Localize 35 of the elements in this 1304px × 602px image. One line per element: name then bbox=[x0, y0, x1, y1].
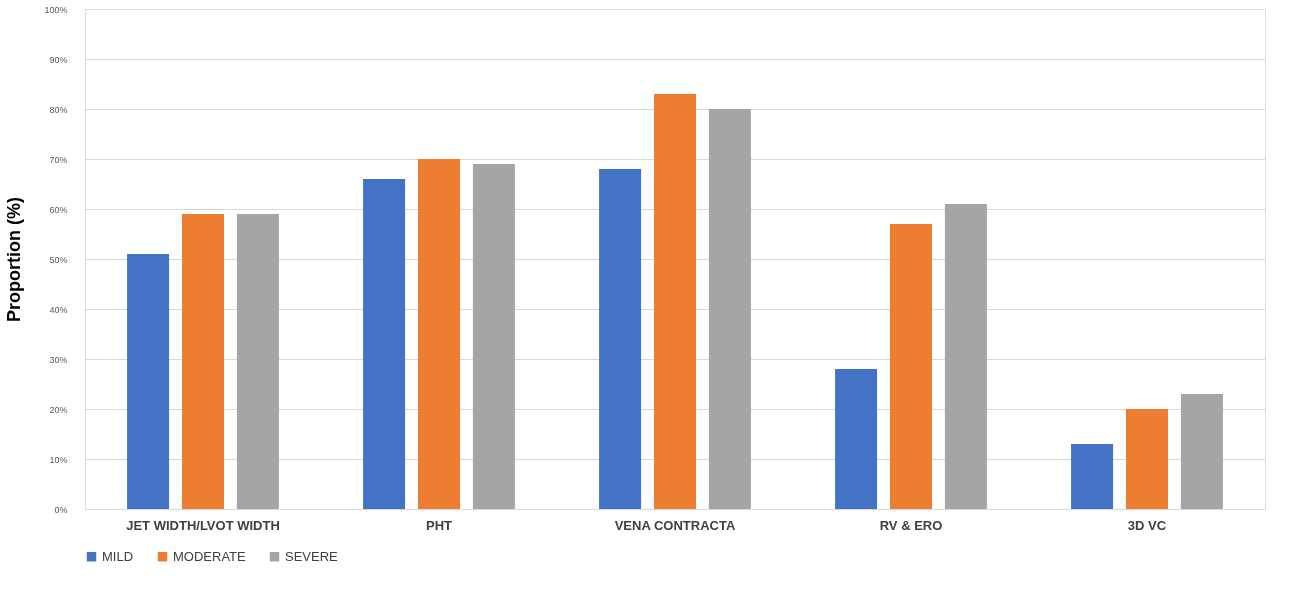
y-tick-label: 60% bbox=[49, 204, 68, 215]
y-tick-label: 20% bbox=[49, 404, 68, 415]
bar bbox=[599, 169, 642, 509]
y-tick-label: 90% bbox=[49, 54, 68, 65]
legend-label: MODERATE bbox=[173, 548, 247, 564]
x-tick-label: 3D VC bbox=[1127, 517, 1167, 533]
x-tick-label: JET WIDTH/LVOT WIDTH bbox=[126, 517, 280, 533]
x-tick-label: VENA CONTRACTA bbox=[614, 517, 736, 533]
legend-label: SEVERE bbox=[285, 548, 339, 564]
y-tick-label: 30% bbox=[49, 354, 68, 365]
x-tick-label: PHT bbox=[426, 517, 453, 533]
y-tick-label: 0% bbox=[54, 504, 68, 515]
y-tick-label: 70% bbox=[49, 154, 68, 165]
bar bbox=[890, 224, 932, 509]
y-axis-title: Proportion (%) bbox=[4, 197, 25, 322]
y-tick-label: 40% bbox=[49, 304, 68, 315]
bar bbox=[182, 214, 224, 509]
bar bbox=[1071, 444, 1114, 509]
y-tick-label: 100% bbox=[44, 4, 68, 15]
bar bbox=[654, 94, 696, 509]
bar bbox=[708, 109, 751, 509]
y-tick-label: 80% bbox=[49, 104, 68, 115]
bar bbox=[363, 179, 406, 509]
bar bbox=[418, 159, 460, 509]
bar bbox=[127, 254, 170, 509]
bar bbox=[236, 214, 279, 509]
bar bbox=[835, 369, 878, 509]
y-tick-label: 50% bbox=[49, 254, 68, 265]
y-tick-label: 10% bbox=[49, 454, 68, 465]
bar bbox=[1126, 409, 1168, 509]
legend-label: MILD bbox=[102, 548, 134, 564]
bar bbox=[1180, 394, 1223, 509]
x-tick-label: RV & ERO bbox=[879, 517, 943, 533]
bar bbox=[944, 204, 987, 509]
bar bbox=[472, 164, 515, 509]
